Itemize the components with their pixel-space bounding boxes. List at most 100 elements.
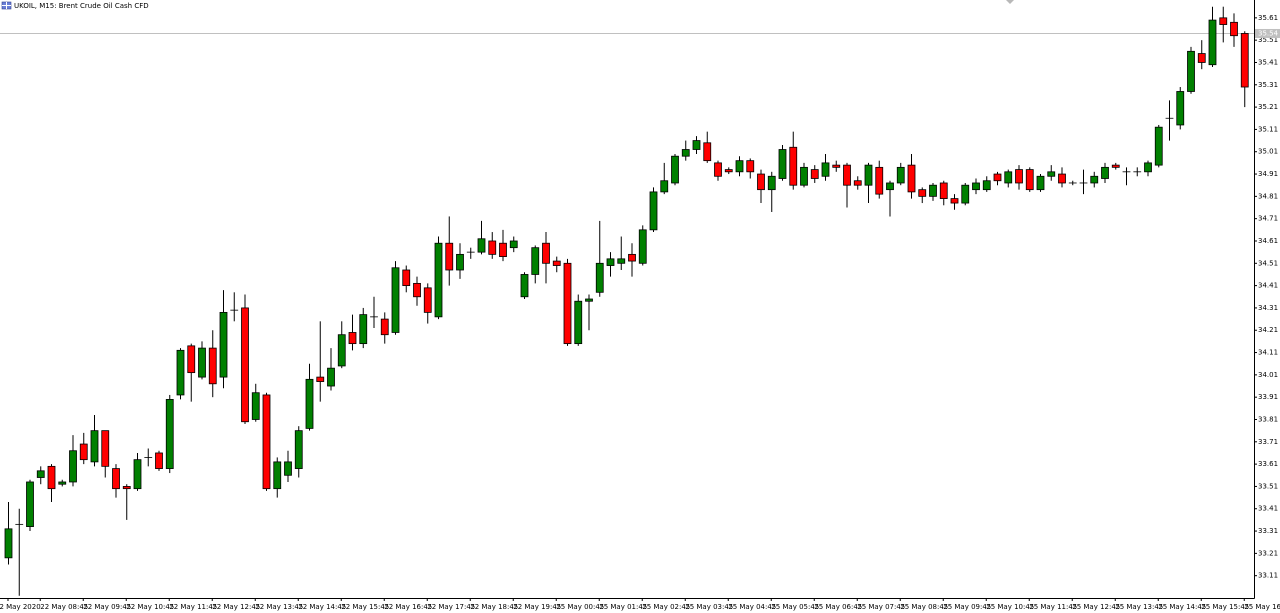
candle-body (488, 240, 497, 255)
candle-body (832, 164, 841, 168)
x-tick-label: 22 May 08:45 (40, 603, 88, 611)
candle-body (305, 378, 314, 429)
candle-body (1015, 169, 1023, 184)
y-tick-label: 34.71 (1258, 215, 1278, 223)
x-tick-label: 22 May 12:45 (212, 603, 260, 611)
candle-body (778, 149, 787, 179)
candle-body (90, 430, 99, 463)
candle-body (982, 180, 991, 191)
candle-body (714, 162, 722, 177)
candle-body (47, 465, 56, 490)
candle-body (122, 486, 131, 490)
y-tick-label: 34.61 (1258, 237, 1278, 245)
y-tick-label: 35.01 (1258, 148, 1278, 156)
y-tick-label: 34.21 (1258, 326, 1278, 334)
y-tick-label: 33.31 (1258, 527, 1278, 535)
x-tick-label: 22 May 09:45 (83, 603, 131, 611)
candle-body (961, 184, 970, 204)
candle-body (864, 164, 873, 186)
candle-body (660, 180, 669, 193)
candle-body (628, 253, 636, 262)
candle-body (853, 180, 862, 186)
candle-body (509, 240, 518, 249)
candle-body (1058, 173, 1066, 184)
candle-body (219, 311, 228, 378)
candle-body (746, 160, 755, 173)
candle-body (359, 314, 368, 345)
x-tick-label: 25 May 07:45 (857, 603, 905, 611)
price-label: 35.54 (1258, 29, 1279, 37)
y-tick-label: 33.11 (1258, 572, 1278, 580)
candle-body (574, 300, 583, 345)
candle-body (251, 392, 260, 420)
x-tick-label: 22 May 11:45 (169, 603, 217, 611)
x-tick-label: 25 May 05:45 (771, 603, 819, 611)
candle-body (800, 166, 808, 186)
y-tick-label: 35.11 (1258, 125, 1278, 133)
y-tick-label: 34.41 (1258, 282, 1278, 290)
y-tick-label: 34.81 (1258, 192, 1278, 200)
candle-body (703, 142, 712, 162)
candle-body (1187, 50, 1195, 92)
candle-body (294, 430, 303, 469)
x-tick-label: 22 May 16:45 (384, 603, 432, 611)
x-tick-label: 22 May 14:45 (298, 603, 346, 611)
x-tick-label: 25 May 08:45 (900, 603, 948, 611)
candle-body (1036, 175, 1045, 191)
candle-body (918, 189, 927, 197)
candle-body (531, 247, 540, 275)
candle-body (950, 198, 959, 204)
x-tick-label: 25 May 00:45 (556, 603, 604, 611)
candle-body (477, 238, 486, 253)
candles (4, 6, 1249, 596)
x-tick-label: 25 May 12:45 (1072, 603, 1120, 611)
y-tick-label: 35.41 (1258, 58, 1278, 66)
candle-body (1176, 91, 1185, 126)
candle-body (187, 345, 196, 374)
candle-body (4, 528, 13, 559)
candle-body (939, 182, 948, 199)
candle-body (649, 191, 658, 231)
x-tick-label: 25 May 04:45 (728, 603, 776, 611)
candle-body (380, 318, 389, 336)
x-tick-label: 25 May 03:45 (685, 603, 733, 611)
candle-body (262, 394, 271, 490)
candle-body (112, 468, 120, 490)
candle-body (1047, 171, 1056, 177)
candle-body (423, 287, 432, 313)
candle-body (155, 452, 163, 469)
candle-body (273, 461, 282, 490)
x-tick-label: 25 May 09:45 (943, 603, 991, 611)
candle-body (1208, 19, 1217, 66)
candle-body (638, 229, 647, 264)
y-tick-label: 34.11 (1258, 349, 1278, 357)
y-tick-label: 33.21 (1258, 549, 1278, 557)
candle-body (327, 367, 335, 387)
candle-body (1101, 166, 1109, 179)
candle-body (1230, 21, 1238, 37)
candle-body (542, 242, 550, 264)
y-tick-label: 35.61 (1258, 14, 1278, 22)
y-tick-label: 33.91 (1258, 393, 1278, 401)
candle-body (26, 481, 34, 527)
candle-body (617, 258, 626, 264)
x-tick-label: 25 May 11:45 (1029, 603, 1077, 611)
y-tick-label: 35.31 (1258, 81, 1278, 89)
y-tick-label: 34.91 (1258, 170, 1278, 178)
candle-body (821, 162, 830, 177)
candle-body (585, 298, 593, 302)
candle-body (198, 347, 206, 378)
x-tick-label: 22 May 17:45 (427, 603, 475, 611)
x-tick-label: 25 May 06:45 (814, 603, 862, 611)
candle-body (1240, 33, 1249, 88)
candle-body (789, 146, 798, 186)
y-tick-label: 33.41 (1258, 505, 1278, 513)
candle-body (208, 347, 217, 385)
candle-body (724, 169, 733, 173)
candle-body (79, 443, 88, 461)
candle-body (886, 182, 894, 191)
candle-body (1090, 175, 1099, 184)
x-tick-label: 25 May 02:45 (642, 603, 690, 611)
